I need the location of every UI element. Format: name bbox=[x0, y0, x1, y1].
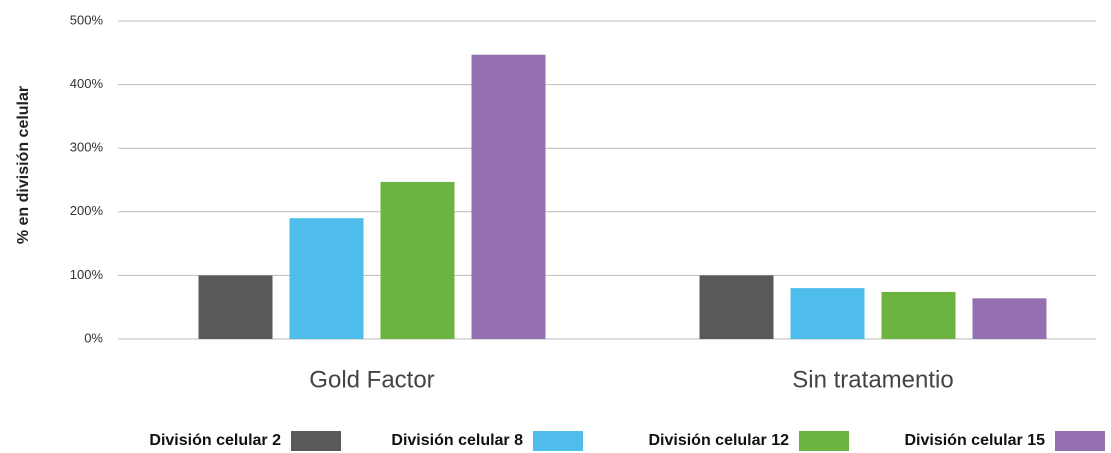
bar-gold-factor-series-4 bbox=[471, 54, 546, 339]
bars bbox=[198, 54, 1047, 339]
y-tick-label: 200% bbox=[70, 203, 104, 218]
bar-sin-tratamentio-series-4 bbox=[972, 298, 1047, 339]
x-category-label: Sin tratamentio bbox=[792, 366, 953, 393]
bar-sin-tratamentio-series-3 bbox=[881, 291, 956, 339]
legend-swatch bbox=[799, 431, 849, 451]
bar-gold-factor-series-3 bbox=[380, 181, 455, 339]
legend: División celular 2 División celular 8 Divi… bbox=[149, 431, 1105, 451]
legend-swatch bbox=[1055, 431, 1105, 451]
legend-swatch bbox=[291, 431, 341, 451]
legend-label: División celular 2 bbox=[149, 432, 281, 449]
x-axis-categories: Gold Factor Sin tratamentio bbox=[309, 366, 953, 393]
bar-gold-factor-series-2 bbox=[289, 218, 364, 339]
y-tick-label: 0% bbox=[84, 330, 103, 345]
y-axis-ticks: 0% 100% 200% 300% 400% 500% bbox=[70, 12, 104, 345]
y-tick-label: 400% bbox=[70, 76, 104, 91]
x-category-label: Gold Factor bbox=[309, 366, 434, 393]
bar-sin-tratamentio-series-1 bbox=[699, 275, 774, 339]
legend-label: División celular 15 bbox=[904, 432, 1045, 449]
y-axis-label: % en división celular bbox=[15, 86, 32, 244]
y-tick-label: 500% bbox=[70, 12, 104, 27]
y-tick-label: 100% bbox=[70, 267, 104, 282]
bar-sin-tratamentio-series-2 bbox=[790, 288, 865, 339]
legend-label: División celular 8 bbox=[391, 432, 523, 449]
legend-swatch bbox=[533, 431, 583, 451]
legend-label: División celular 12 bbox=[648, 432, 789, 449]
y-tick-label: 300% bbox=[70, 140, 104, 155]
bar-gold-factor-series-1 bbox=[198, 275, 273, 339]
